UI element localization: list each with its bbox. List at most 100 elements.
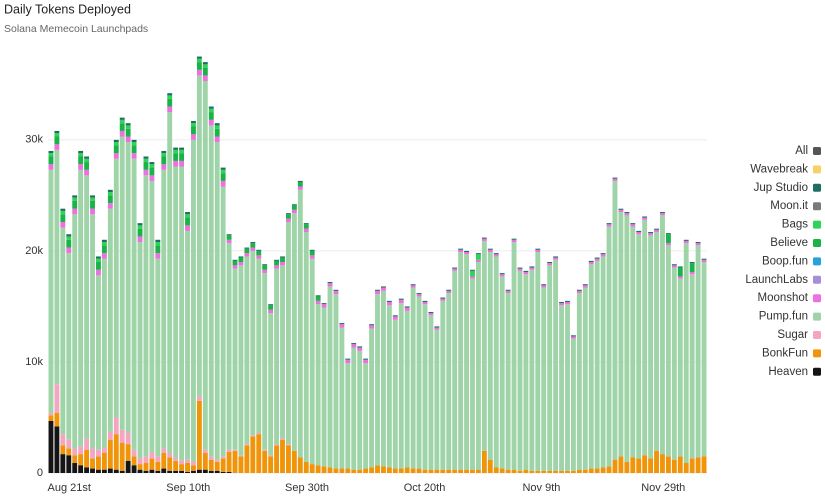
bar-segment: [446, 469, 452, 473]
bar-segment: [452, 268, 458, 271]
legend-swatch[interactable]: [813, 147, 821, 155]
bar-segment: [297, 182, 303, 187]
bar-segment: [125, 123, 131, 126]
bar-segment: [238, 456, 244, 473]
bar-segment: [606, 224, 612, 227]
bar-segment: [286, 222, 291, 445]
bar-segment: [90, 468, 95, 473]
bar-segment: [553, 257, 559, 260]
bar-segment: [547, 265, 553, 471]
bar-segment: [594, 468, 600, 473]
bar-segment: [101, 469, 107, 473]
bar-segment: [101, 245, 107, 254]
bar-segment: [143, 175, 149, 457]
axes: 0 10k 20k 30k Aug 21st Sep 10th Sep 30th Oct 20…: [25, 134, 685, 494]
bar-segment: [226, 243, 232, 450]
bar-segment: [107, 431, 113, 440]
legend-label[interactable]: Moon.it: [770, 200, 809, 212]
bar-segment: [262, 265, 268, 270]
bar-segment: [422, 301, 428, 305]
bar-segment: [470, 269, 475, 271]
bar-segment: [677, 456, 683, 473]
legend-swatch[interactable]: [813, 183, 821, 192]
bar-segment: [274, 268, 280, 445]
bar-segment: [475, 259, 481, 262]
x-tick-label: Aug 21st: [48, 482, 91, 494]
legend-label[interactable]: Jup Studio: [754, 182, 808, 194]
legend-label[interactable]: Bags: [782, 219, 808, 231]
legend-label[interactable]: Heaven: [768, 366, 808, 378]
bar-segment: [113, 434, 119, 470]
legend-swatch[interactable]: [813, 202, 821, 211]
legend-label[interactable]: LaunchLabs: [745, 274, 808, 286]
bar-segment: [642, 219, 648, 456]
bar-segment: [119, 119, 125, 124]
bar-segment: [196, 62, 202, 70]
bar-segment: [90, 214, 95, 449]
bar-segment: [386, 300, 392, 302]
bar-segment: [256, 258, 262, 434]
bar-segment: [244, 247, 250, 249]
legend-swatch[interactable]: [813, 349, 821, 358]
legend-label[interactable]: Boop.fun: [762, 255, 808, 267]
bar-segment: [553, 259, 559, 471]
bar-segment: [185, 463, 190, 472]
legend-label[interactable]: Pump.fun: [759, 311, 808, 323]
bar-segment: [149, 451, 155, 459]
legend-swatch[interactable]: [813, 367, 821, 376]
bar-segment: [446, 293, 452, 470]
bar-segment: [576, 289, 582, 291]
bar-segment: [84, 438, 90, 450]
bar-segment: [422, 304, 428, 470]
bar-segment: [66, 439, 72, 449]
bar-segment: [173, 153, 179, 161]
legend-label[interactable]: Moonshot: [757, 292, 808, 304]
bar-segment: [179, 470, 185, 473]
bar-segment: [101, 453, 107, 470]
bar-segment: [274, 265, 280, 269]
bar-segment: [345, 363, 351, 469]
legend-swatch[interactable]: [813, 275, 821, 284]
bar-segment: [268, 313, 274, 456]
legend-label[interactable]: Wavebreak: [750, 163, 808, 175]
legend-swatch[interactable]: [813, 312, 821, 321]
bar-segment: [493, 467, 499, 473]
bar-segment: [149, 162, 155, 165]
bar-segment: [185, 459, 190, 464]
bar-segment: [511, 469, 517, 473]
x-tick-label: Nov 9th: [522, 482, 560, 494]
bar-segment: [588, 468, 594, 473]
bar-segment: [333, 468, 339, 473]
legend-swatch[interactable]: [813, 257, 821, 266]
bar-segment: [535, 470, 541, 473]
legend-label[interactable]: Believe: [770, 237, 808, 249]
legend-label[interactable]: BonkFun: [762, 347, 808, 359]
legend-swatch[interactable]: [813, 165, 821, 174]
legend-swatch[interactable]: [813, 294, 821, 303]
bar-segment: [107, 192, 113, 196]
bar-segment: [689, 458, 695, 473]
bar-segment: [624, 215, 630, 462]
bar-segment: [214, 125, 220, 129]
bar-segment: [54, 413, 60, 427]
bar-segment: [636, 232, 642, 235]
bar-segment: [475, 469, 481, 473]
bar-segment: [660, 212, 665, 214]
bar-segment: [535, 248, 541, 250]
bar-segment: [541, 287, 547, 471]
bar-segment: [208, 459, 214, 471]
legend-swatch[interactable]: [813, 331, 821, 339]
bar-segment: [588, 264, 594, 469]
bar-segment: [185, 230, 190, 460]
legend-swatch[interactable]: [813, 239, 821, 247]
bar-segment: [369, 325, 374, 329]
legend-label[interactable]: Sugar: [777, 329, 808, 341]
bar-segment: [96, 456, 101, 470]
legend-swatch[interactable]: [813, 220, 821, 229]
bar-segment: [309, 250, 315, 256]
bar-segment: [487, 249, 493, 253]
bar-segment: [101, 253, 107, 259]
bar-segment: [636, 230, 642, 233]
bar-segment: [606, 223, 612, 225]
legend-label[interactable]: All: [795, 145, 808, 157]
